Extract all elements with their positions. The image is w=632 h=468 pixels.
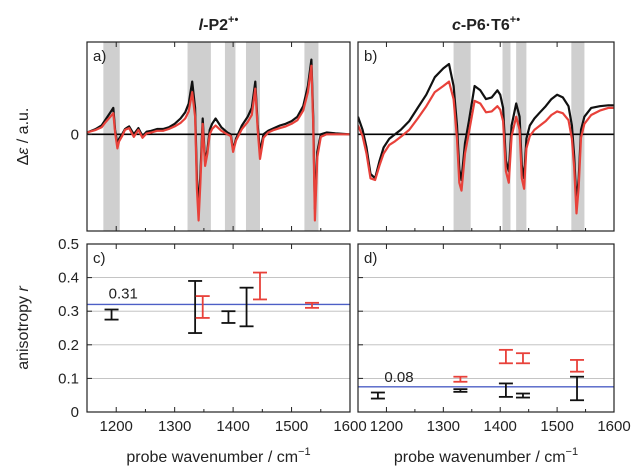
bottom-y-axis-label: anisotropy r [15,286,32,370]
x-tick-label: 1300 [427,418,460,435]
error-bar-red [453,375,468,383]
x-tick-label: 1500 [540,418,573,435]
shaded-band [453,42,471,231]
error-bar-black [515,392,530,399]
error-bar-black [188,280,203,334]
spectrum-line-black [358,62,614,204]
plot-frame [86,243,351,413]
plot-area [87,42,350,231]
x-tick-label: 1400 [216,418,249,435]
y-tick-label: 0.1 [58,370,79,387]
shaded-band [502,42,511,231]
error-bar-red [498,348,513,365]
panel-d: 1200 1300 1400 1500 1600 d) 0.08 [357,243,631,435]
plot-area [358,277,614,402]
error-bar-red [305,301,320,309]
panel-b-title: c-P6·T6+• [452,14,520,34]
x-tick-label: 1600 [333,418,366,435]
y-tick-label: 0 [71,126,79,143]
error-bar-red [195,295,210,319]
error-bar-red [570,359,585,373]
top-y-axis-label: Δε / a.u. [15,108,32,166]
x-tick-label: 1300 [158,418,191,435]
error-bar-black [498,382,513,398]
x-tick-label: 1400 [484,418,517,435]
panel-a: 0 a) [71,41,351,232]
error-bar-black [221,310,236,324]
reference-value-label: 0.31 [109,285,138,302]
reference-value-label: 0.08 [384,369,413,386]
panel-a-title: l-P2+• [199,14,239,34]
error-bar-red [252,271,267,301]
y-tick-label: 0.4 [58,270,79,287]
plot-frame [357,243,615,413]
x-tick-label: 1500 [275,418,308,435]
error-bar-black [104,308,119,321]
error-bar-black [570,375,585,402]
x-tick-label: 1600 [597,418,630,435]
plot-frame [86,41,351,232]
y-tick-label: 0.5 [58,236,79,253]
error-bar-black [453,388,468,393]
spectrum-line-red [87,64,350,222]
error-bar-black [239,286,254,328]
y-tick-label: 0 [71,404,79,421]
panel-d-x-axis-label: probe wavenumber / cm−1 [394,446,578,466]
x-tick-label: 1200 [100,418,133,435]
panel-label: b) [364,48,377,65]
panel-c-x-axis-label: probe wavenumber / cm−1 [126,446,310,466]
shaded-band [103,42,120,231]
y-tick-label: 0.2 [58,337,79,354]
panel-b: b) [357,41,615,232]
spectrum-line-red [358,80,614,215]
panel-c: 1200 1300 1400 1500 1600 0 0.1 0.2 0.3 0.4 0.5 c) 0.… [58,236,367,435]
error-bar-black [370,391,385,400]
error-bar-red [515,352,530,365]
y-tick-label: 0.3 [58,303,79,320]
plot-area [358,42,614,231]
x-tick-label: 1200 [370,418,403,435]
panel-label: a) [93,48,106,65]
panel-label: c) [93,250,106,267]
panel-label: d) [364,250,377,267]
plot-frame [357,41,615,232]
plot-area [87,271,350,379]
